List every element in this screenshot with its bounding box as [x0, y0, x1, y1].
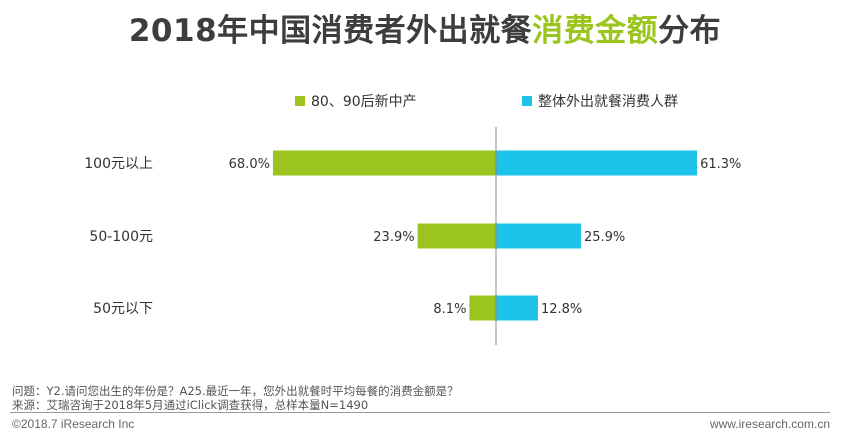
legend-label-series2: 整体外出就餐消费人群 [538, 94, 678, 110]
legend-swatch-series2 [522, 96, 532, 106]
legend-item-series1: 80、90后新中产 [295, 91, 417, 111]
bar-series2 [496, 223, 581, 249]
chart-title-highlight: 消费金额 [532, 13, 659, 49]
legend-item-series2: 整体外出就餐消费人群 [522, 91, 678, 111]
footnote-question: 问题：Y2.请问您出生的年份是？A25.最近一年，您外出就餐时平均每餐的消费金额… [12, 384, 459, 398]
category-label: 100元以上 [84, 156, 153, 172]
bar-series2 [496, 295, 538, 321]
data-label-series1: 68.0% [229, 157, 270, 172]
bar-series2 [496, 150, 698, 176]
category-label: 50元以下 [93, 301, 153, 317]
category-label: 50-100元 [89, 229, 153, 245]
chart-title: 2018年中国消费者外出就餐消费金额分布 [0, 6, 850, 56]
legend-swatch-series1 [295, 96, 305, 106]
copyright-text: ©2018.7 iResearch Inc [12, 417, 135, 431]
footnote-source: 来源：艾瑞咨询于2018年5月通过iClick调查获得，总样本量N=1490 [12, 398, 369, 412]
data-label-series2: 25.9% [584, 230, 625, 245]
data-label-series2: 12.8% [541, 302, 582, 317]
footer-divider [10, 412, 830, 413]
website-url: www.iresearch.com.cn [709, 417, 830, 431]
chart-title-part3: 分布 [658, 13, 722, 49]
chart-title-part1: 2018年中国消费者外出就餐 [128, 13, 533, 49]
bar-series1 [417, 223, 496, 249]
legend-label-series1: 80、90后新中产 [311, 94, 417, 110]
data-label-series1: 8.1% [433, 302, 466, 317]
data-label-series1: 23.9% [373, 230, 414, 245]
chart-legend: 80、90后新中产 整体外出就餐消费人群 [0, 91, 850, 113]
data-label-series2: 61.3% [700, 157, 741, 172]
bar-series1 [272, 150, 496, 176]
bar-series1 [469, 295, 496, 321]
